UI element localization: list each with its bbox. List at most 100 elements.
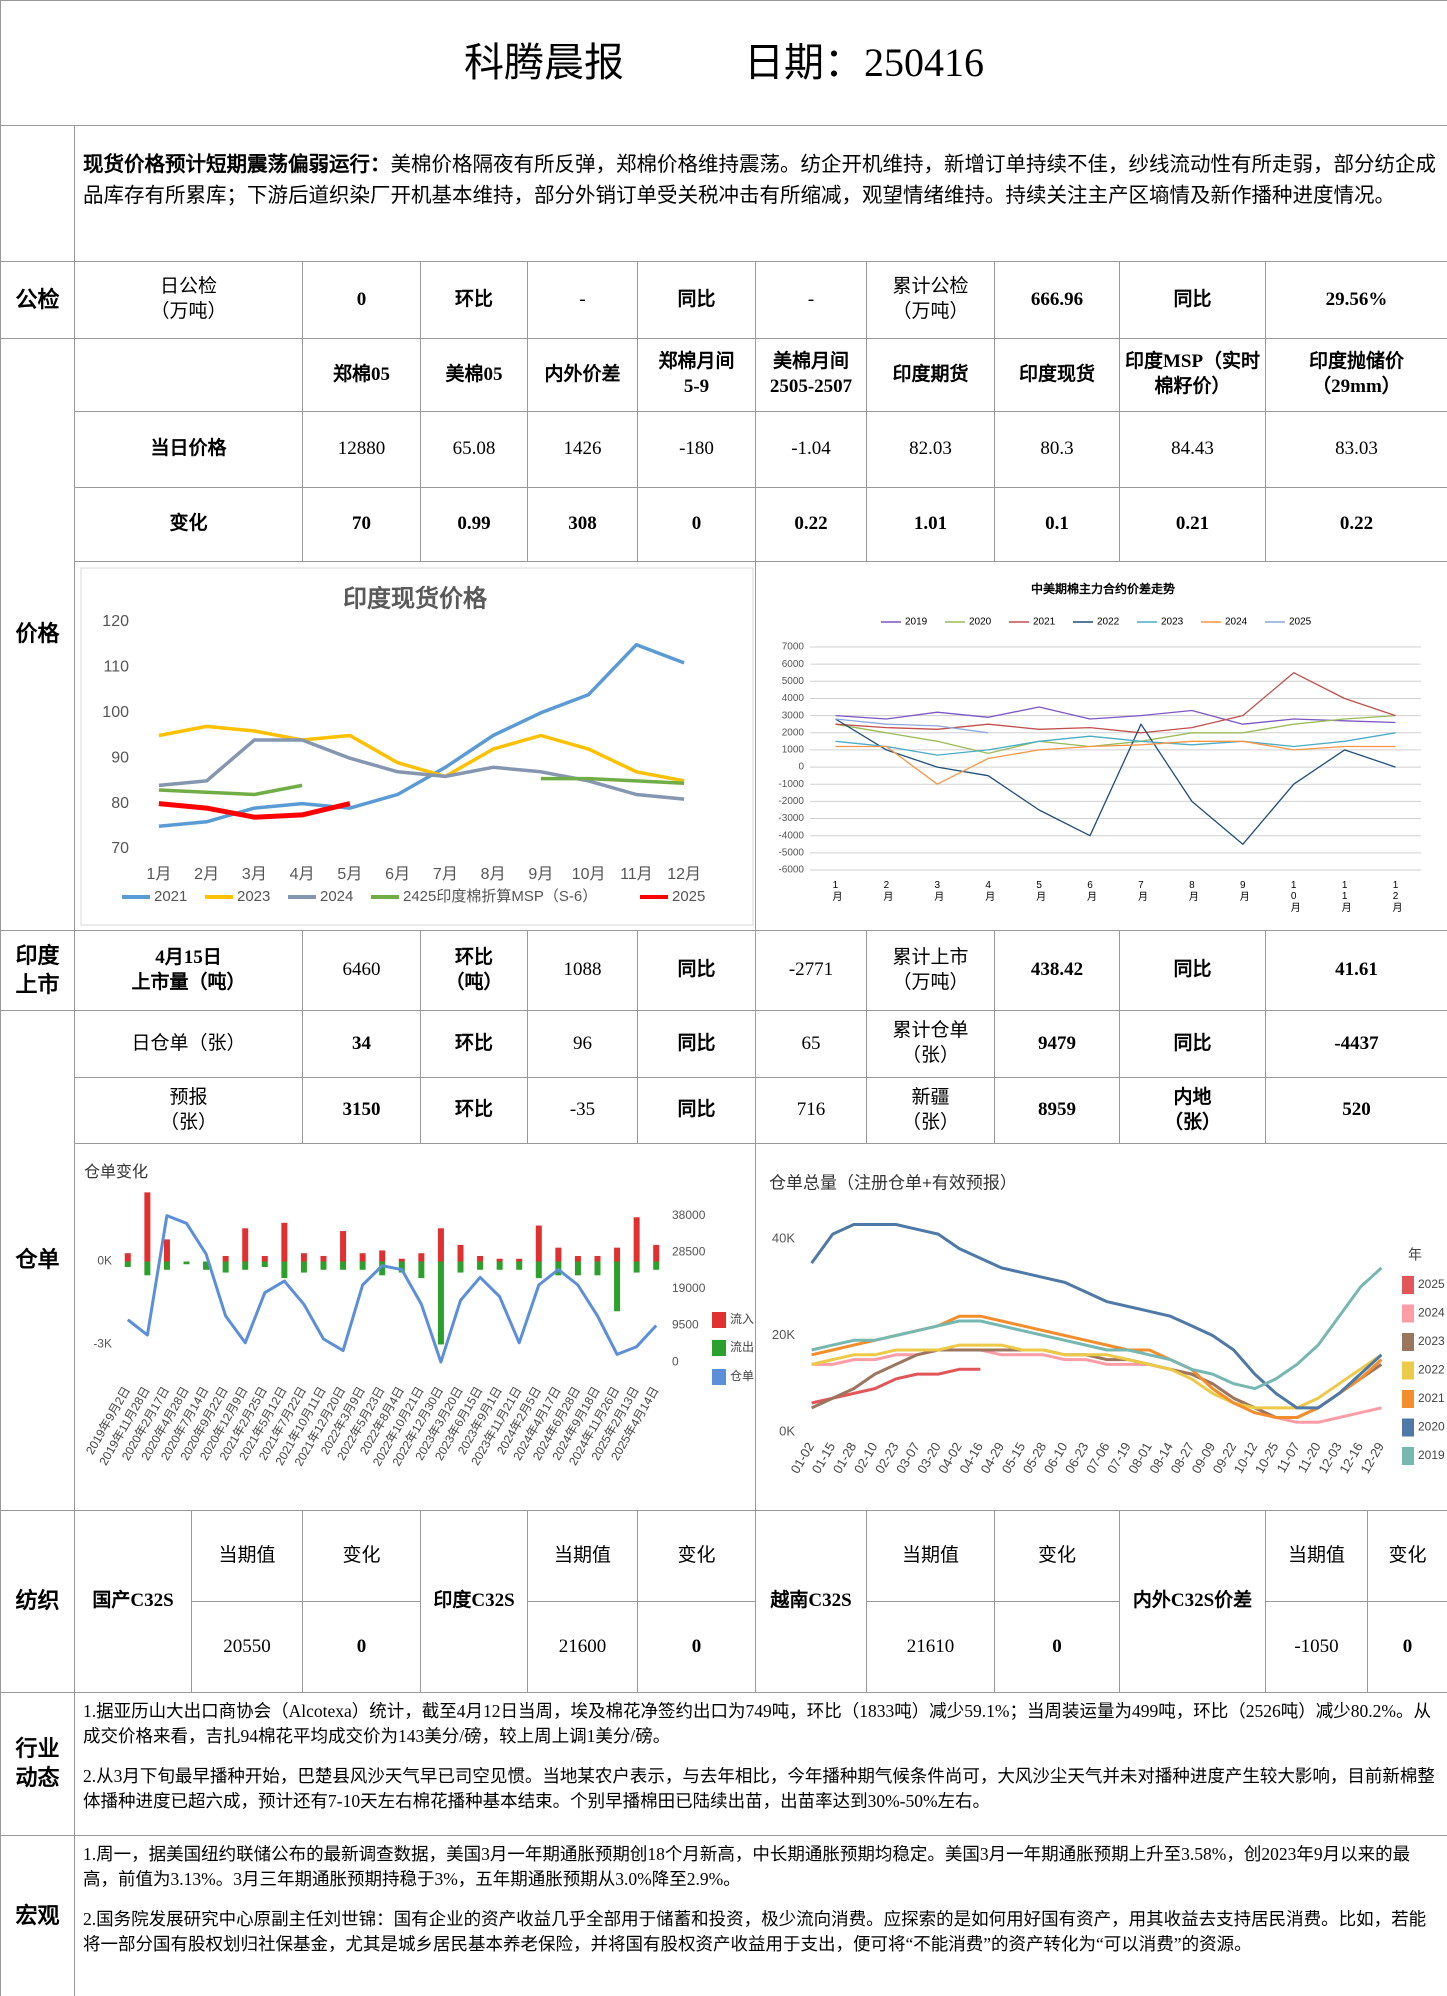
legend-label: 2024 bbox=[1225, 617, 1248, 628]
series-line bbox=[835, 718, 989, 734]
table-cell: 0.22 bbox=[1266, 488, 1447, 562]
legend-label: 2023 bbox=[1418, 1334, 1445, 1348]
bar bbox=[340, 1261, 347, 1270]
chart-title: 中美期棉主力合约价差走势 bbox=[1031, 581, 1175, 596]
legend-swatch bbox=[1402, 1447, 1414, 1465]
table-cell: 越南C32S bbox=[756, 1511, 867, 1693]
series-line bbox=[835, 714, 1396, 755]
bar bbox=[242, 1261, 249, 1270]
bar bbox=[477, 1255, 484, 1262]
table-cell: 0.99 bbox=[421, 488, 528, 562]
summary-lead: 现货价格预计短期震荡偏弱运行： bbox=[83, 154, 391, 176]
y2-tick-label: 9500 bbox=[672, 1318, 699, 1332]
legend-label: 流入 bbox=[730, 1312, 754, 1326]
news-item: 1.据亚历山大出口商协会（Alcotexa）统计，截至4月12日当周，埃及棉花净… bbox=[83, 1701, 1431, 1747]
bar bbox=[614, 1247, 621, 1262]
bar bbox=[379, 1250, 386, 1262]
legend-label: 2019 bbox=[1418, 1448, 1445, 1462]
bar bbox=[555, 1247, 562, 1262]
table-cell: 0 bbox=[303, 1602, 421, 1693]
y-tick-label: 100 bbox=[102, 704, 129, 721]
table-cell: 0.22 bbox=[756, 488, 867, 562]
series-line bbox=[158, 642, 685, 829]
legend-label: 2022 bbox=[1097, 617, 1120, 628]
chart-title: 仓单变化 bbox=[84, 1163, 148, 1181]
chart: 印度现货价格 70 80 90 100 110 120 1月 2月 3月 4月 5月 6月 7月 8月 9月 1… bbox=[80, 567, 754, 926]
bar bbox=[359, 1253, 366, 1262]
table-cell: 环比 bbox=[421, 1078, 528, 1144]
table-cell: -35 bbox=[528, 1078, 638, 1144]
legend-swatch bbox=[1402, 1418, 1414, 1437]
bar bbox=[163, 1239, 170, 1262]
legend-label: 2024 bbox=[320, 888, 353, 905]
y-tick-label: 7000 bbox=[782, 642, 805, 653]
series-line bbox=[158, 724, 685, 783]
table-cell: 0 bbox=[638, 488, 756, 562]
table-cell: 同比 bbox=[1120, 262, 1266, 339]
bar bbox=[144, 1261, 151, 1276]
bar bbox=[457, 1244, 464, 1262]
series-line bbox=[126, 1214, 658, 1364]
x-tick-label: 7月 bbox=[1135, 880, 1147, 902]
x-tick-label: 3月 bbox=[932, 880, 944, 902]
x-tick-label: 8月 bbox=[481, 866, 506, 883]
table-cell: 同比 bbox=[638, 931, 756, 1011]
legend-swatch bbox=[1402, 1361, 1414, 1380]
table-cell: 666.96 bbox=[995, 262, 1120, 339]
table-cell: 内外C32S价差 bbox=[1120, 1511, 1266, 1693]
table-cell: -1.04 bbox=[756, 412, 867, 488]
bar bbox=[398, 1261, 405, 1273]
y2-tick-label: 19000 bbox=[672, 1281, 706, 1295]
y-tick-label: -3K bbox=[93, 1337, 112, 1351]
table-cell: 65.08 bbox=[421, 412, 528, 488]
table-cell: 内地 （张） bbox=[1120, 1078, 1266, 1144]
legend-label: 流出 bbox=[730, 1340, 754, 1354]
x-tick-label: 5月 bbox=[337, 866, 362, 883]
legend-swatch bbox=[1402, 1390, 1414, 1408]
x-tick-label: 2月 bbox=[194, 866, 219, 883]
bar bbox=[320, 1255, 327, 1262]
table-cell: 同比 bbox=[638, 262, 756, 339]
bar bbox=[594, 1261, 601, 1276]
table-cell: 1.01 bbox=[867, 488, 995, 562]
table-cell: 0 bbox=[1368, 1602, 1447, 1693]
section-label: 仓单 bbox=[1, 1011, 75, 1511]
bar bbox=[418, 1253, 425, 1262]
bar bbox=[340, 1231, 347, 1262]
series-line bbox=[810, 1223, 1383, 1410]
table-cell: -4437 bbox=[1266, 1011, 1447, 1078]
legend-label: 2021 bbox=[1033, 617, 1056, 628]
table-cell: 80.3 bbox=[995, 412, 1120, 488]
news-item: 2.国务院发展研究中心原副主任刘世锦：国有企业的资产收益几乎全部用于储蓄和投资，… bbox=[83, 1908, 1427, 1955]
table-cell: 84.43 bbox=[1120, 412, 1266, 488]
bar bbox=[516, 1261, 523, 1270]
legend-label: 2023 bbox=[237, 888, 270, 905]
legend-swatch bbox=[1402, 1304, 1414, 1323]
x-tick-label: 6月 bbox=[385, 866, 410, 883]
legend-label: 2022 bbox=[1418, 1363, 1445, 1377]
x-tick-label: 9月 bbox=[528, 866, 553, 883]
table-cell: 变化 bbox=[1368, 1511, 1447, 1602]
x-tick-label: 4月 bbox=[290, 866, 315, 883]
news: 1.据亚历山大出口商协会（Alcotexa）统计，截至4月12日当周，埃及棉花净… bbox=[75, 1693, 1447, 1836]
y-tick-label: 70 bbox=[111, 840, 129, 857]
series-line bbox=[811, 1367, 981, 1405]
table-cell: 70 bbox=[303, 488, 421, 562]
table-cell: 1088 bbox=[528, 931, 638, 1011]
y2-tick-label: 0 bbox=[672, 1354, 679, 1368]
y-tick-label: 0K bbox=[779, 1423, 795, 1438]
column-header: 郑棉05 bbox=[303, 339, 421, 412]
series-line bbox=[835, 672, 1396, 734]
y-tick-label: -4000 bbox=[778, 830, 804, 841]
bar bbox=[144, 1192, 151, 1262]
section-label: 纺织 bbox=[1, 1511, 75, 1693]
series-line bbox=[835, 740, 1396, 785]
bar bbox=[594, 1255, 601, 1262]
table-cell: 累计上市 （万吨） bbox=[867, 931, 995, 1011]
report-date: 日期：250416 bbox=[744, 40, 984, 85]
table-cell: 累计仓单 （张） bbox=[867, 1011, 995, 1078]
x-tick-label: 9月 bbox=[1237, 880, 1249, 902]
column-header: 印度MSP（实时 棉籽价） bbox=[1120, 339, 1266, 412]
y-tick-label: 0 bbox=[798, 762, 804, 773]
bar bbox=[320, 1261, 327, 1270]
